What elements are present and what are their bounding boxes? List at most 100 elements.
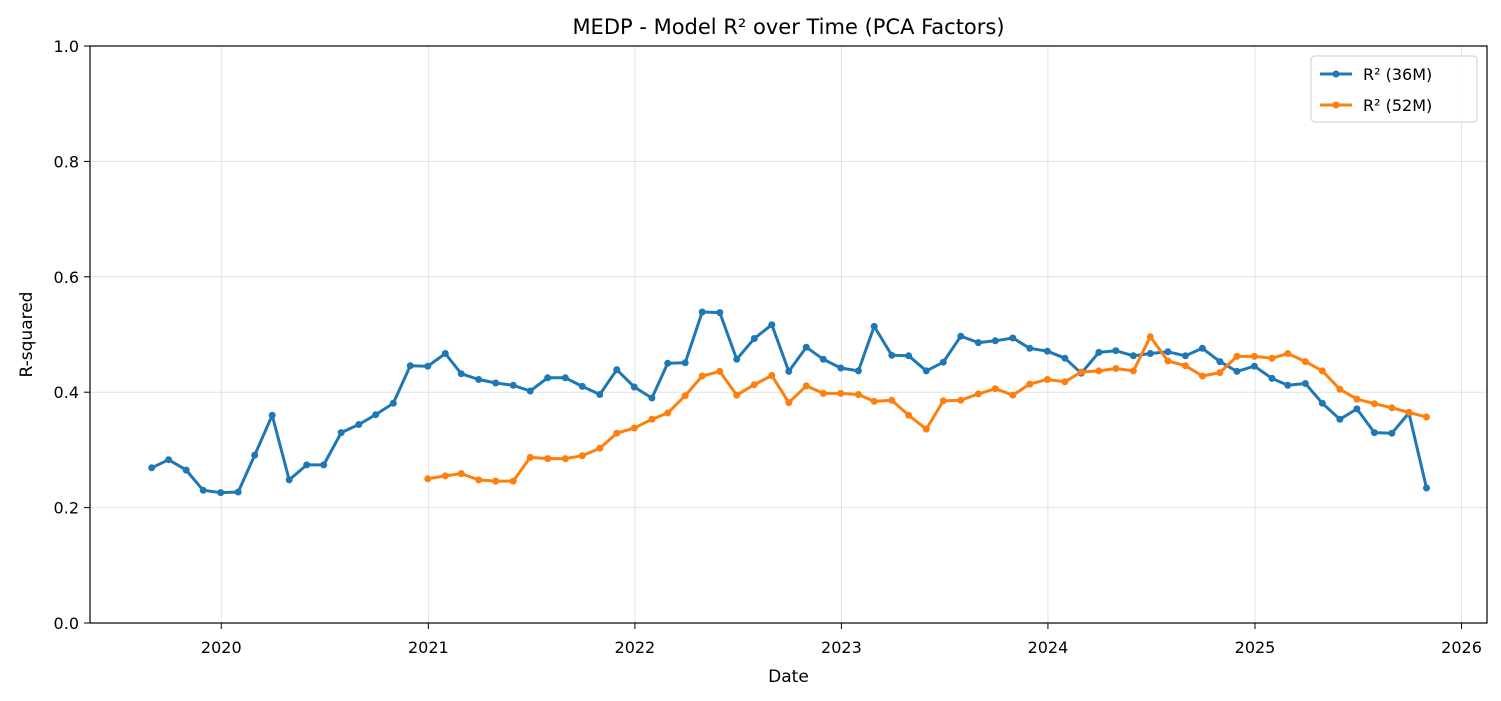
data-point <box>768 321 776 329</box>
legend: R² (36M) R² (52M) <box>1310 55 1478 123</box>
data-point <box>234 488 242 496</box>
data-point <box>630 383 638 391</box>
data-point <box>681 392 689 400</box>
data-point <box>148 464 156 472</box>
data-point <box>526 387 534 395</box>
legend-label-36m: R² (36M) <box>1363 65 1432 84</box>
data-point <box>424 362 432 370</box>
data-point <box>561 455 569 463</box>
data-point <box>1301 380 1309 387</box>
data-point <box>1061 354 1069 362</box>
legend-label-52m: R² (52M) <box>1363 96 1432 115</box>
data-point <box>648 415 656 423</box>
data-point <box>802 343 810 351</box>
data-point <box>251 451 259 459</box>
data-point <box>1353 405 1361 413</box>
y-tick-label: 1.0 <box>54 37 79 56</box>
data-point <box>492 379 500 387</box>
data-point <box>1129 352 1137 360</box>
data-point <box>406 362 414 370</box>
data-point <box>1250 362 1258 370</box>
data-point <box>837 389 845 397</box>
data-point <box>1318 399 1326 407</box>
data-point <box>1164 348 1172 356</box>
data-point <box>733 355 741 363</box>
data-point <box>457 370 465 378</box>
data-point <box>939 358 947 366</box>
data-point <box>268 411 276 419</box>
data-point <box>837 364 845 372</box>
data-point <box>613 429 621 437</box>
y-tick-label: 0.2 <box>54 499 79 518</box>
data-point <box>1388 404 1396 412</box>
data-point <box>664 359 672 367</box>
data-point <box>596 444 604 452</box>
data-point <box>1405 408 1413 416</box>
data-point <box>1009 391 1017 399</box>
data-point <box>424 475 432 483</box>
data-point <box>1009 334 1017 342</box>
data-point <box>1233 352 1241 360</box>
data-point <box>974 339 982 347</box>
plot-frame <box>89 45 1488 624</box>
data-point <box>457 470 465 478</box>
data-point <box>165 456 173 464</box>
y-tick-label: 0.6 <box>54 268 79 287</box>
data-point <box>854 367 862 375</box>
data-point <box>819 389 827 397</box>
y-tick-label: 0.8 <box>54 152 79 171</box>
data-point <box>648 394 656 402</box>
legend-box <box>1310 55 1478 123</box>
data-point <box>596 391 604 398</box>
data-point <box>441 350 449 357</box>
data-point <box>475 376 483 383</box>
data-point <box>957 332 965 340</box>
data-point <box>750 335 758 342</box>
data-point <box>1146 333 1154 341</box>
data-point <box>768 372 776 379</box>
data-point <box>355 421 363 428</box>
data-point <box>320 461 328 469</box>
data-point <box>1353 395 1361 403</box>
data-point <box>613 366 621 374</box>
data-point <box>1233 367 1241 375</box>
y-tick-label: 0.0 <box>54 614 79 633</box>
data-point <box>1026 380 1034 388</box>
data-point <box>1318 367 1326 375</box>
data-point <box>1284 350 1292 357</box>
data-point <box>509 477 517 485</box>
data-point <box>578 452 586 460</box>
data-point <box>561 374 569 382</box>
data-point <box>475 476 483 484</box>
data-point <box>957 396 965 404</box>
data-point <box>1336 385 1344 393</box>
data-point <box>854 391 862 398</box>
data-point <box>1181 352 1189 360</box>
data-point <box>492 477 500 485</box>
x-tick-label: 2020 <box>201 638 242 657</box>
data-point <box>991 337 999 345</box>
data-point <box>285 476 293 484</box>
data-point <box>1095 367 1103 375</box>
x-tick-label: 2022 <box>615 638 656 657</box>
data-point <box>1370 429 1378 437</box>
data-point <box>888 351 896 359</box>
data-point <box>870 397 878 405</box>
data-point <box>544 455 552 463</box>
data-point <box>716 367 724 375</box>
data-point <box>1284 381 1292 389</box>
data-point <box>1061 378 1069 386</box>
data-point <box>441 472 449 480</box>
data-point <box>1129 367 1137 375</box>
x-tick-label: 2021 <box>408 638 449 657</box>
y-tick-label: 0.4 <box>54 383 79 402</box>
legend-marker-52m <box>1332 101 1340 109</box>
data-point <box>303 461 311 469</box>
data-point <box>1181 362 1189 370</box>
data-point <box>372 411 380 419</box>
data-point <box>182 466 190 474</box>
data-point <box>802 382 810 390</box>
data-point <box>1216 369 1224 377</box>
data-point <box>630 424 638 432</box>
